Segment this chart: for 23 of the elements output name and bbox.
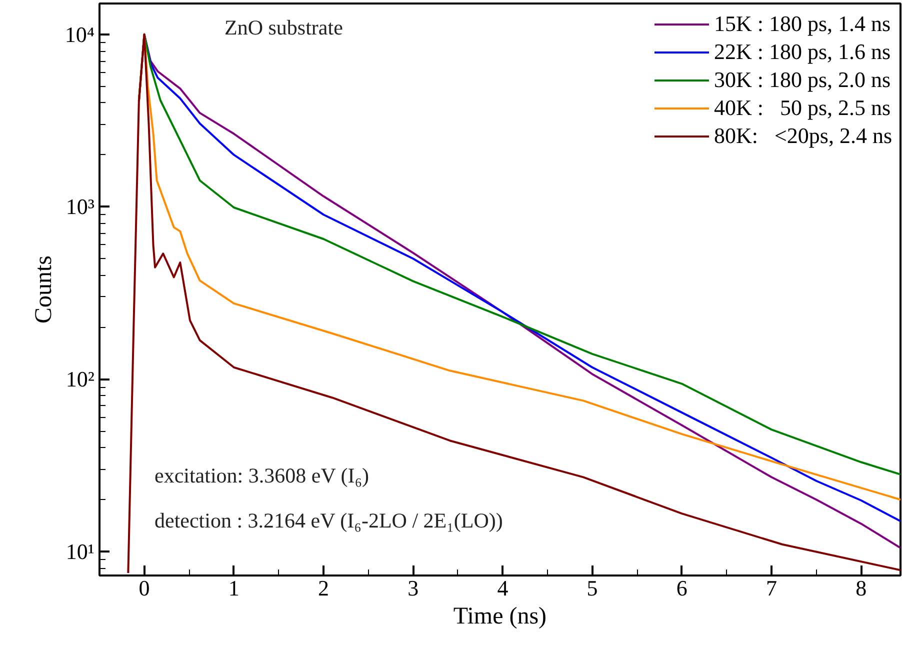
annotation: ZnO substrate [224,16,343,40]
x-tick-label: 7 [766,576,777,600]
y-tick-label: 10² [66,366,95,392]
x-tick-label: 3 [408,576,419,600]
legend-label: 15K : 180 ps, 1.4 ns [714,11,891,37]
legend-label: 30K : 180 ps, 2.0 ns [714,67,891,93]
y-tick-label: 10³ [66,194,95,220]
y-tick-label: 10¹ [66,539,95,564]
y-tick-label: 10⁴ [64,22,95,47]
y-axis-title: Counts [30,255,57,324]
x-tick-label: 2 [318,576,329,600]
x-tick-label: 0 [138,576,150,600]
x-tick-label: 4 [497,576,508,600]
x-tick-label: 1 [228,576,240,600]
x-axis-title: Time (ns) [453,604,547,630]
legend-label: 22K : 180 ps, 1.6 ns [714,39,891,65]
annotation: excitation: 3.3608 eV (I₆) [154,464,370,488]
legend-label: 80K: <20ps, 2.4 ns [714,123,892,149]
x-tick-label: 8 [856,576,867,600]
annotation: detection : 3.2164 eV (I₆-2LO / 2E₁(LO)) [154,508,503,532]
x-tick-label: 6 [676,576,688,600]
legend-label: 40K : 50 ps, 2.5 ns [714,95,891,121]
x-tick-label: 5 [586,576,598,600]
